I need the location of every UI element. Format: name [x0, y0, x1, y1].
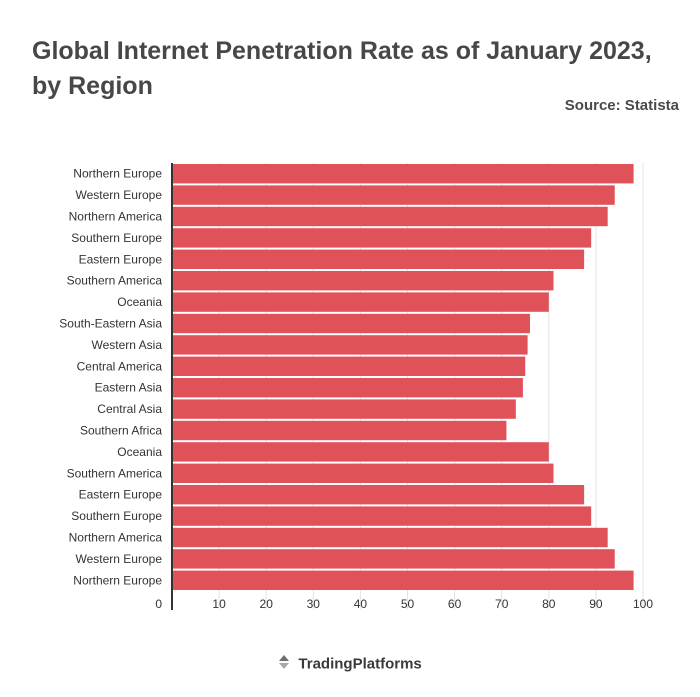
category-label: Eastern Asia — [95, 381, 163, 395]
x-tick-label: 90 — [589, 597, 603, 611]
chart-title: Global Internet Penetration Rate as of J… — [32, 37, 652, 100]
bar — [172, 399, 516, 419]
x-tick-label: 20 — [260, 597, 274, 611]
footer-brand: TradingPlatforms — [298, 655, 422, 673]
bar — [172, 485, 585, 505]
x-tick-label: 70 — [495, 597, 509, 611]
bar — [172, 249, 585, 269]
category-label: Central America — [77, 359, 163, 373]
category-label: Oceania — [117, 445, 162, 459]
bar — [172, 420, 507, 441]
category-label: Northern America — [69, 531, 163, 545]
bar — [172, 378, 523, 398]
category-label: Southern Europe — [71, 231, 162, 245]
category-label: Eastern Europe — [79, 252, 163, 266]
category-label: Southern Africa — [80, 424, 162, 438]
category-label: Western Europe — [76, 552, 163, 566]
x-tick-label: 30 — [307, 597, 321, 611]
bar — [172, 185, 615, 205]
category-label: Eastern Europe — [79, 488, 163, 502]
bar — [172, 292, 549, 312]
x-tick-label: 40 — [354, 597, 368, 611]
category-label: Northern Europe — [73, 167, 162, 181]
x-tick-label: 50 — [401, 597, 415, 611]
bar — [172, 228, 592, 248]
category-label: Western Asia — [92, 338, 163, 352]
category-label: South-Eastern Asia — [59, 317, 162, 331]
bar — [172, 164, 634, 184]
category-label: Central Asia — [97, 402, 162, 416]
source-label: Source: Statista — [564, 97, 679, 114]
bar — [172, 206, 608, 227]
category-label: Southern Europe — [71, 509, 162, 523]
footer: TradingPlatforms — [0, 654, 700, 674]
x-tick-label: 0 — [155, 597, 162, 611]
category-label: Oceania — [117, 295, 162, 309]
category-label: Western Europe — [76, 188, 163, 202]
bar — [172, 271, 554, 291]
category-label: Southern America — [67, 274, 163, 288]
trading-platforms-logo-icon — [278, 654, 290, 674]
bar — [172, 549, 615, 569]
bar — [172, 570, 634, 590]
category-label: Northern America — [69, 210, 163, 224]
bar — [172, 335, 528, 355]
bar — [172, 506, 592, 526]
x-tick-label: 80 — [542, 597, 556, 611]
bar — [172, 442, 549, 462]
bar — [172, 527, 608, 548]
category-label: Northern Europe — [73, 573, 162, 587]
bar — [172, 356, 526, 376]
bar — [172, 463, 554, 483]
category-label: Southern America — [67, 466, 163, 480]
x-tick-label: 10 — [212, 597, 226, 611]
x-tick-label: 100 — [633, 597, 653, 611]
x-tick-label: 60 — [448, 597, 462, 611]
bar — [172, 313, 530, 334]
